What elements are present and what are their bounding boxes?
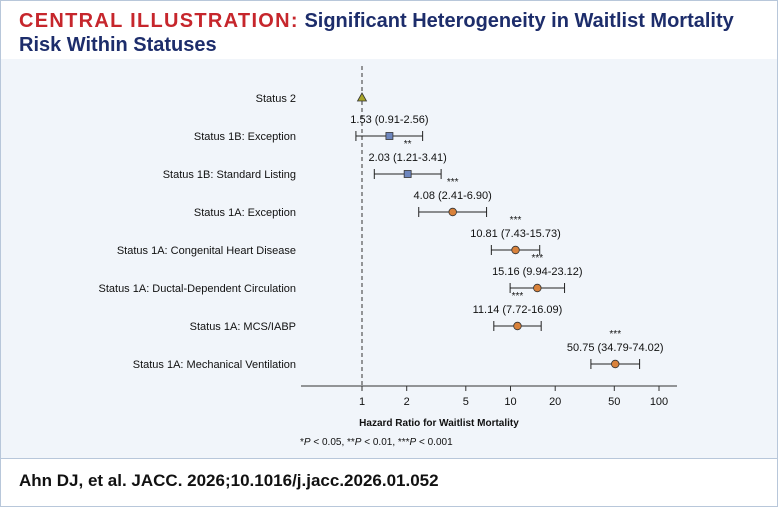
- row-0-marker-triangle: [356, 92, 368, 102]
- row-5-label: Status 1A: Ductal-Dependent Circulation: [99, 283, 297, 295]
- row-2-significance: **: [404, 139, 412, 150]
- row-2-label: Status 1B: Standard Listing: [163, 169, 296, 181]
- row-4-hr-text: 10.81 (7.43-15.73): [470, 228, 561, 240]
- row-6-marker-circle: [513, 321, 522, 331]
- x-tick-label-20: 20: [549, 396, 561, 408]
- row-6-label: Status 1A: MCS/IABP: [190, 321, 296, 333]
- row-5-significance: ***: [531, 253, 543, 264]
- row-2-marker-square: [403, 170, 412, 178]
- row-4-label: Status 1A: Congenital Heart Disease: [117, 245, 296, 257]
- row-7-hr-text: 50.75 (34.79-74.02): [567, 342, 664, 354]
- row-1-marker-square: [385, 132, 394, 140]
- row-5-marker-circle: [533, 283, 542, 293]
- plot-background: [1, 59, 777, 458]
- footnote-lead: *: [300, 437, 304, 448]
- footnote-p1: P: [303, 437, 311, 448]
- row-3-label: Status 1A: Exception: [194, 207, 296, 219]
- forest-plot: 1 2 5 10 20 50 100 Hazard Ratio for Waitlist Mo…: [99, 66, 677, 429]
- footnote-t1: < 0.05, **: [310, 437, 355, 448]
- figure-title: CENTRAL ILLUSTRATION: Significant Hetero…: [19, 9, 764, 57]
- row-7-label: Status 1A: Mechanical Ventilation: [133, 359, 296, 371]
- row-6-significance: ***: [512, 291, 524, 302]
- row-1-hr-text: 1.53 (0.91-2.56): [350, 114, 428, 126]
- citation: Ahn DJ, et al. JACC. 2026;10.1016/j.jacc…: [19, 471, 439, 490]
- row-3-marker-circle: [448, 207, 457, 217]
- x-tick-label-5: 5: [463, 396, 469, 408]
- citation-bar: Ahn DJ, et al. JACC. 2026;10.1016/j.jacc…: [1, 458, 777, 506]
- row-7-marker-circle: [611, 359, 620, 369]
- row-6-hr-text: 11.14 (7.72-16.09): [473, 304, 563, 316]
- row-4-significance: ***: [510, 215, 522, 226]
- significance-footnote: *P < 0.05, **P < 0.01, ***P < 0.001: [300, 437, 453, 448]
- x-tick-label-50: 50: [608, 396, 620, 408]
- x-tick-label-2: 2: [404, 396, 410, 408]
- header: CENTRAL ILLUSTRATION: Significant Hetero…: [1, 1, 777, 59]
- row-3-significance: ***: [447, 177, 459, 188]
- x-axis-title: Hazard Ratio for Waitlist Mortality: [359, 418, 519, 429]
- x-tick-label-10: 10: [504, 396, 516, 408]
- row-4-marker-circle: [511, 245, 520, 255]
- row-5-hr-text: 15.16 (9.94-23.12): [492, 266, 583, 278]
- row-0-label: Status 2: [256, 93, 296, 105]
- row-1-label: Status 1B: Exception: [194, 131, 296, 143]
- row-2-hr-text: 2.03 (1.21-3.41): [369, 152, 447, 164]
- footnote-t3: < 0.001: [416, 437, 453, 448]
- footnote-p2: P: [354, 437, 362, 448]
- footnote-p3: P: [409, 437, 417, 448]
- x-tick-label-1: 1: [359, 396, 365, 408]
- row-7-significance: ***: [609, 329, 621, 340]
- row-3-hr-text: 4.08 (2.41-6.90): [414, 190, 492, 202]
- footnote-t2: < 0.01, ***: [361, 437, 410, 448]
- title-main: Significant Heterogeneity in Waitlist Mo…: [19, 10, 734, 56]
- x-tick-label-100: 100: [650, 396, 668, 408]
- title-lead: CENTRAL ILLUSTRATION:: [19, 10, 299, 32]
